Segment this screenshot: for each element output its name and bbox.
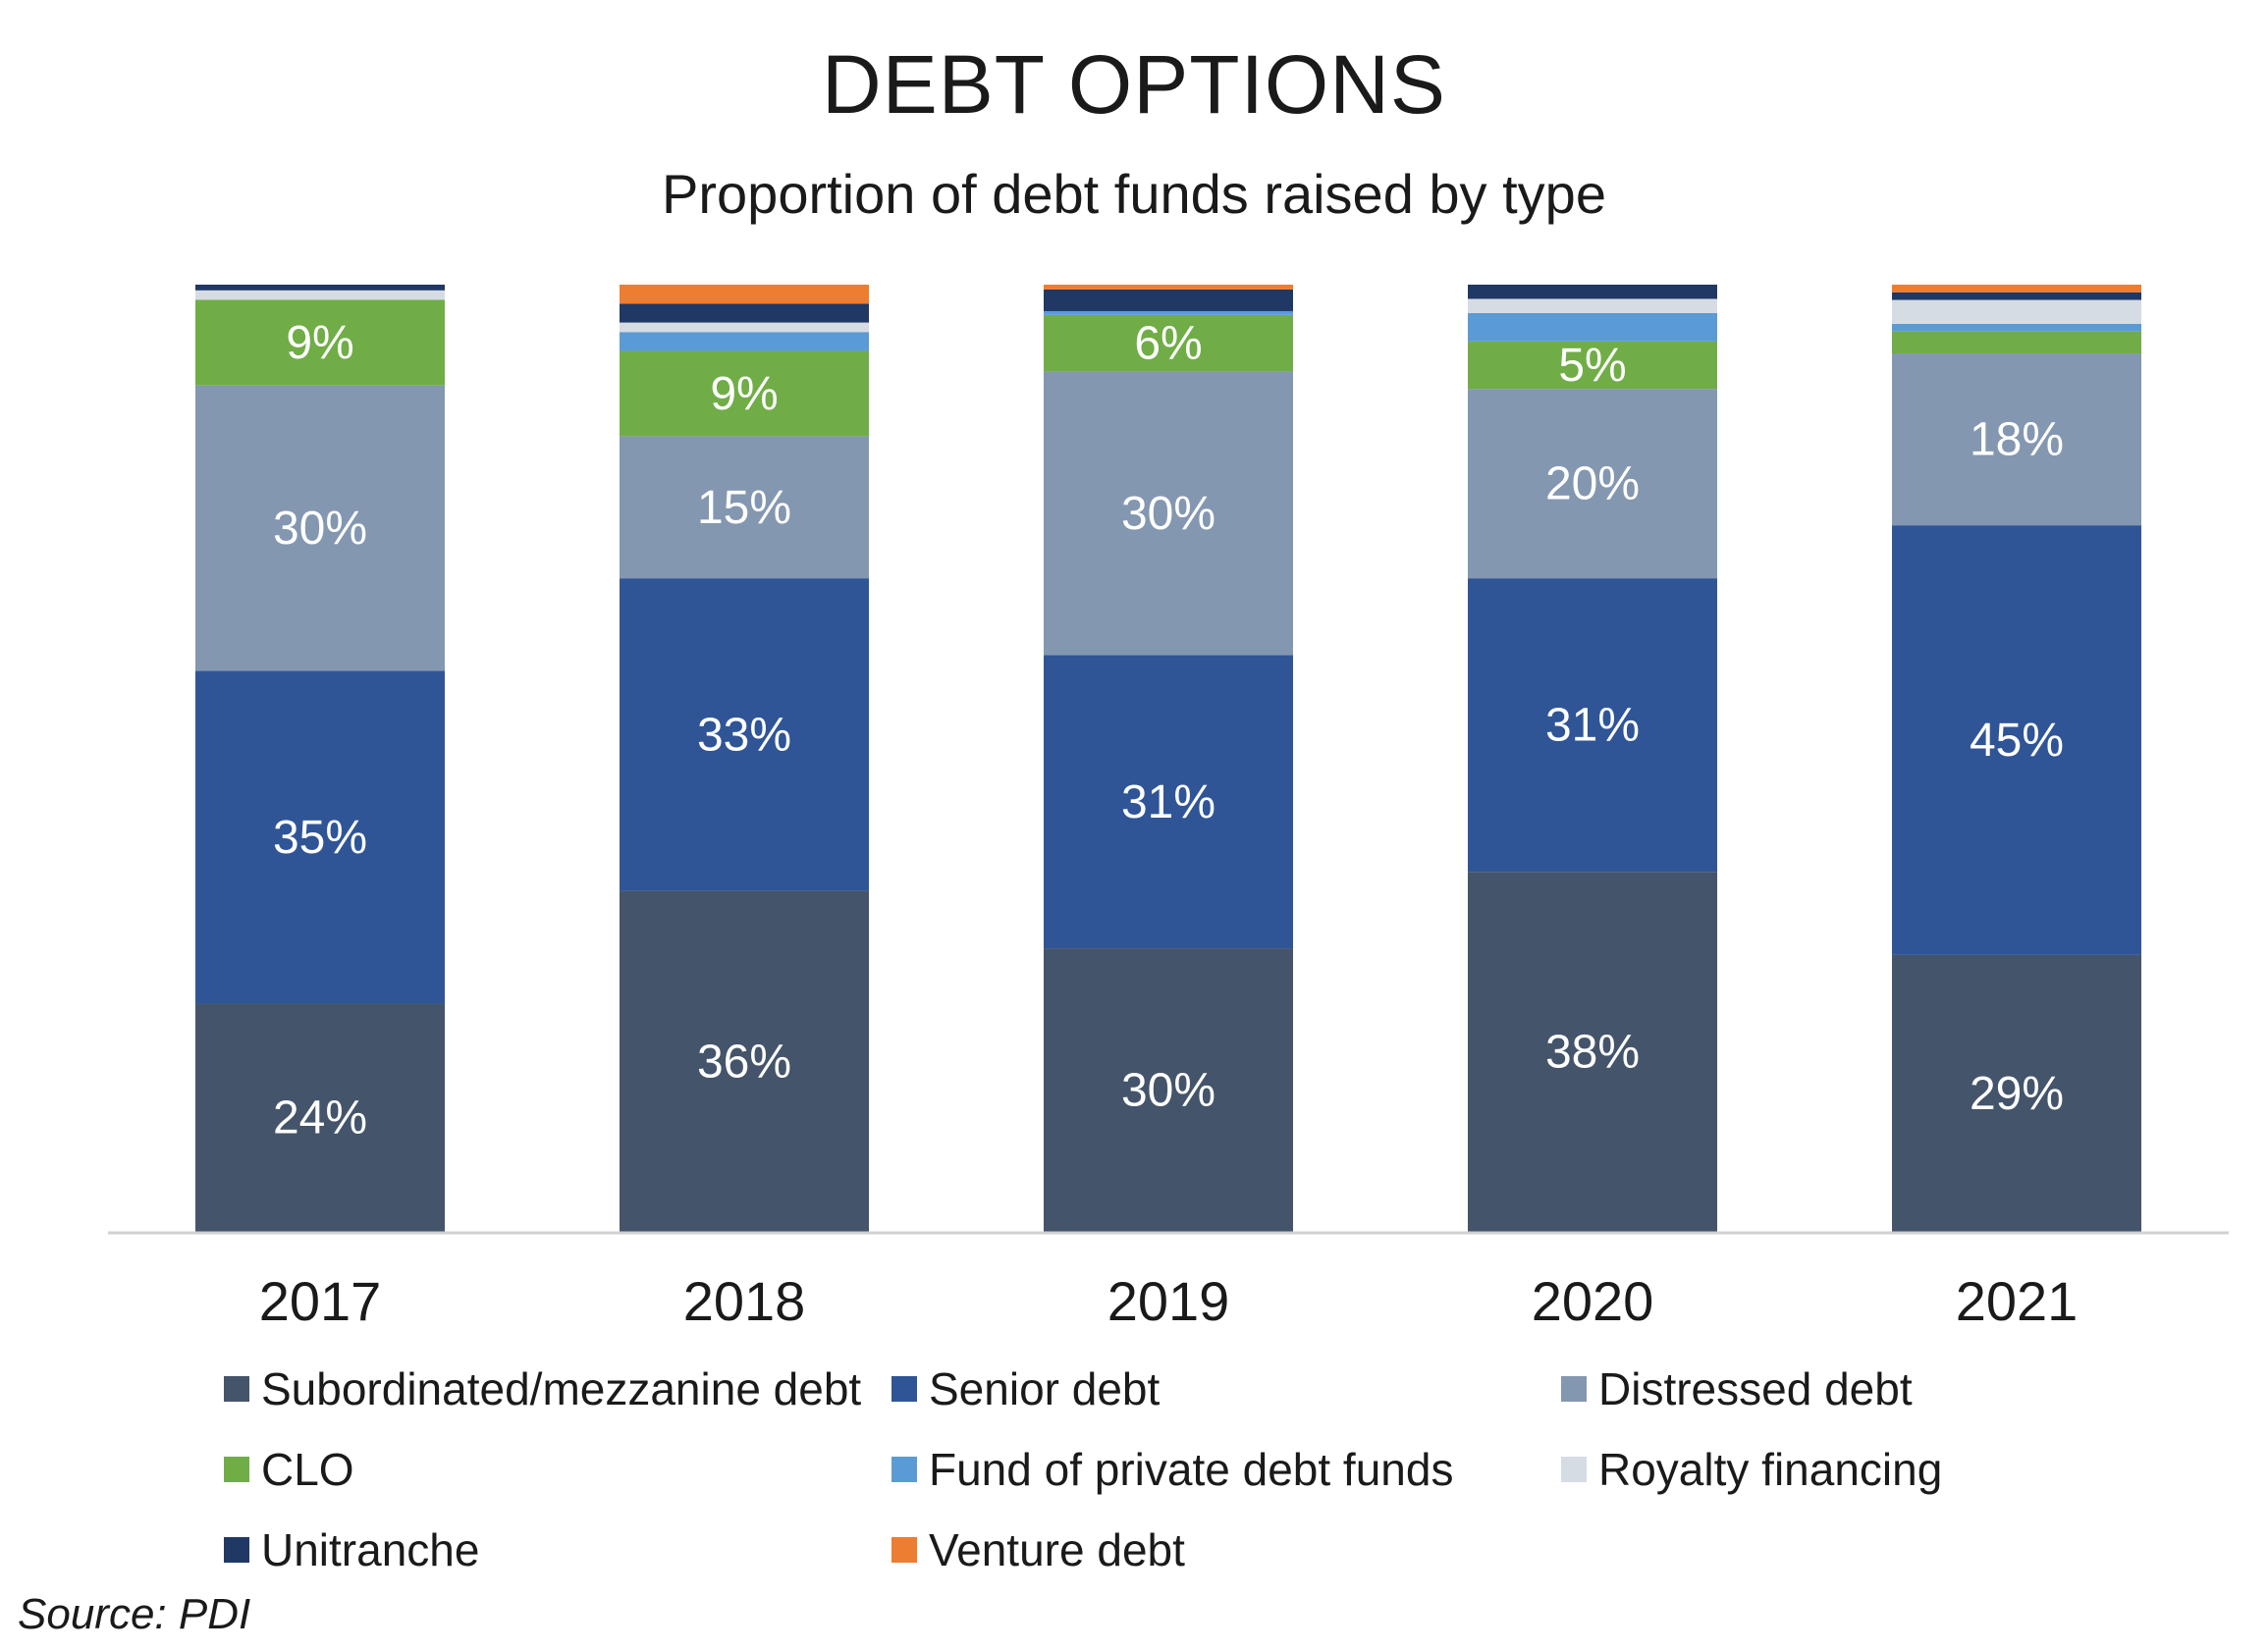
bar-segment bbox=[620, 578, 869, 891]
x-tick-label: 2019 bbox=[1107, 1270, 1230, 1332]
bar-segment bbox=[1892, 299, 2141, 324]
bar-segment bbox=[195, 385, 445, 671]
bar-segment bbox=[1468, 341, 1717, 390]
data-label: 9% bbox=[710, 368, 778, 420]
data-label: 38% bbox=[1545, 1027, 1640, 1079]
bar-segment bbox=[1044, 289, 1293, 311]
data-label: 20% bbox=[1545, 458, 1640, 510]
bar-segment bbox=[620, 303, 869, 323]
x-tick-label: 2021 bbox=[1956, 1270, 2079, 1332]
bar-segment bbox=[1468, 872, 1717, 1232]
data-label: 30% bbox=[1121, 1065, 1215, 1117]
bar-segment bbox=[620, 350, 869, 437]
data-label: 30% bbox=[1121, 488, 1215, 540]
data-label: 31% bbox=[1545, 700, 1640, 752]
data-label: 15% bbox=[697, 482, 791, 534]
data-label: 30% bbox=[273, 503, 367, 555]
bar-segment bbox=[195, 285, 445, 291]
bar-segment bbox=[620, 436, 869, 579]
bar-segment bbox=[1892, 331, 2141, 354]
bar-segment bbox=[1044, 371, 1293, 656]
data-label: 29% bbox=[1970, 1068, 2064, 1120]
bar-segment bbox=[1468, 298, 1717, 313]
bar-segment bbox=[620, 890, 869, 1232]
bar-segment bbox=[195, 299, 445, 386]
bar-segment bbox=[1468, 312, 1717, 342]
bar-segment bbox=[1892, 525, 2141, 955]
bar-segment bbox=[1892, 954, 2141, 1232]
bar-segment bbox=[195, 290, 445, 300]
bar-segment bbox=[1044, 948, 1293, 1232]
bar-segment bbox=[195, 670, 445, 1004]
bar-segment bbox=[1468, 285, 1717, 299]
source-note: Source: PDI bbox=[18, 1590, 251, 1638]
bar-segment bbox=[1892, 323, 2141, 332]
bar-segment bbox=[1892, 292, 2141, 300]
bar-segment bbox=[1044, 655, 1293, 949]
data-label: 24% bbox=[273, 1092, 367, 1145]
bar-segment bbox=[1468, 389, 1717, 579]
x-tick-label: 2018 bbox=[683, 1270, 806, 1332]
data-label: 33% bbox=[697, 709, 791, 761]
bar-segment bbox=[620, 285, 869, 304]
x-tick-label: 2017 bbox=[259, 1270, 382, 1332]
chart-subtitle: Proportion of debt funds raised by type bbox=[662, 163, 1606, 225]
data-label: 5% bbox=[1558, 340, 1626, 392]
bar-segment bbox=[620, 332, 869, 351]
bar-segment bbox=[195, 1003, 445, 1232]
x-tick-label: 2020 bbox=[1532, 1270, 1654, 1332]
bar-segment bbox=[1044, 285, 1293, 290]
bar-segment bbox=[1892, 353, 2141, 526]
data-label: 18% bbox=[1970, 414, 2064, 466]
bar-segment bbox=[1044, 314, 1293, 372]
data-label: 6% bbox=[1134, 318, 1202, 370]
data-label: 35% bbox=[273, 812, 367, 864]
bar-segment bbox=[1044, 310, 1293, 315]
data-label: 45% bbox=[1970, 715, 2064, 767]
bar-segment bbox=[1892, 285, 2141, 293]
data-label: 31% bbox=[1121, 776, 1215, 828]
bar-segment bbox=[1468, 578, 1717, 873]
chart-title: DEBT OPTIONS bbox=[822, 38, 1446, 131]
data-label: 36% bbox=[697, 1036, 791, 1088]
data-label: 9% bbox=[286, 317, 353, 369]
bar-segment bbox=[620, 322, 869, 333]
